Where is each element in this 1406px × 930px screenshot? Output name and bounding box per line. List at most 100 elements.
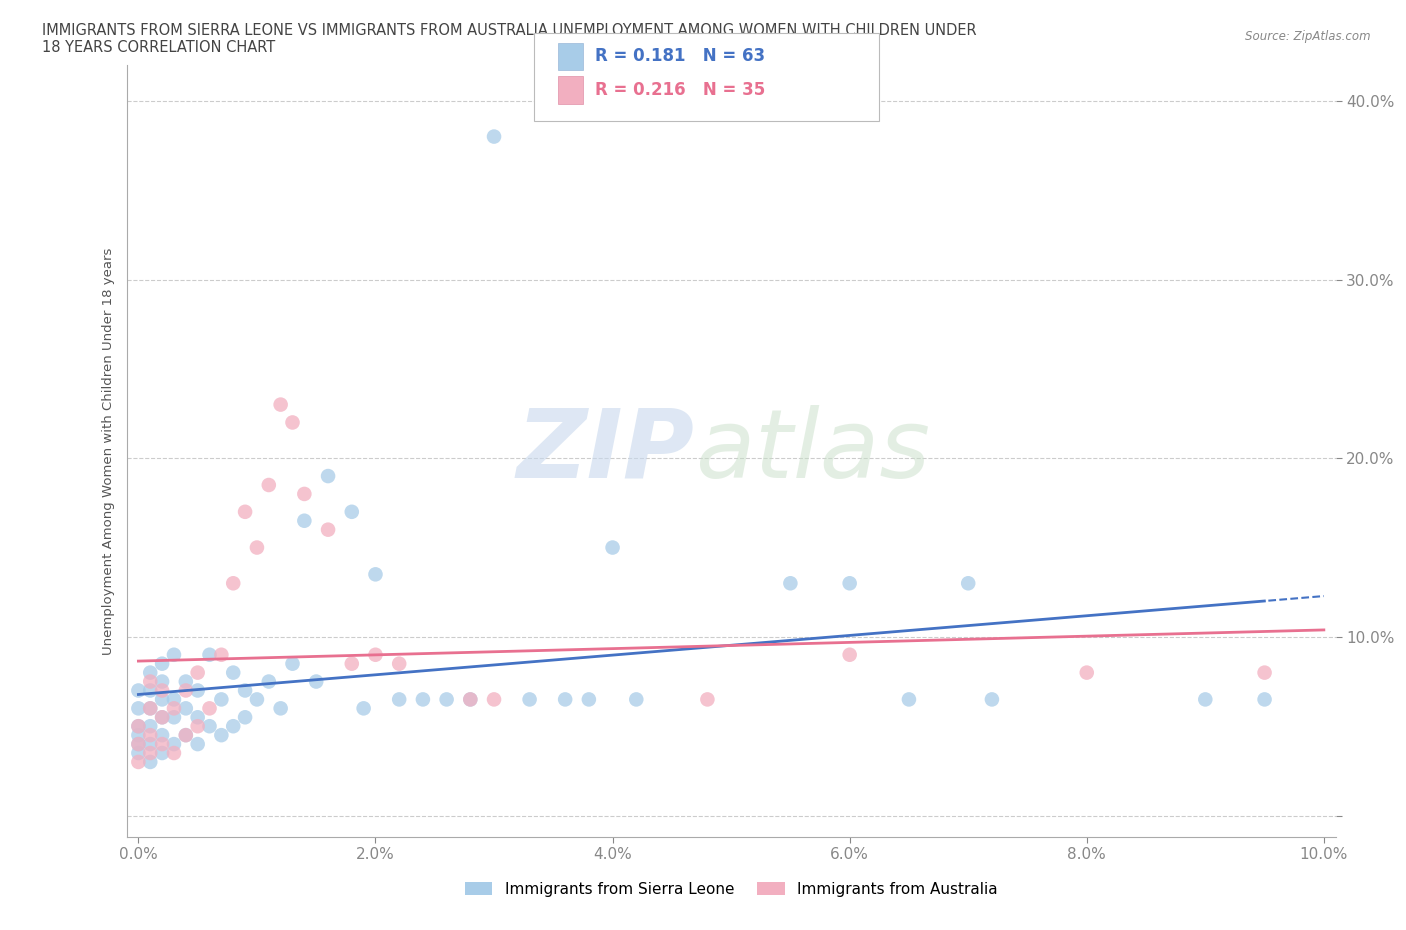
Point: [554, 692, 576, 707]
Point: [316, 523, 339, 538]
Point: [198, 647, 221, 662]
Point: [187, 665, 209, 680]
Point: [139, 701, 162, 716]
Point: [174, 683, 197, 698]
Point: [305, 674, 328, 689]
Point: [233, 504, 256, 519]
Text: ZIP: ZIP: [517, 405, 695, 498]
Point: [163, 701, 186, 716]
Point: [150, 657, 173, 671]
Point: [838, 576, 860, 591]
Point: [127, 719, 149, 734]
Text: atlas: atlas: [695, 405, 929, 498]
Point: [209, 727, 232, 742]
Point: [482, 692, 505, 707]
Point: [150, 737, 173, 751]
Point: [340, 504, 363, 519]
Point: [127, 754, 149, 769]
Point: [163, 737, 186, 751]
Point: [127, 719, 149, 734]
Point: [150, 674, 173, 689]
Point: [779, 576, 801, 591]
Point: [209, 647, 232, 662]
Point: [127, 727, 149, 742]
Point: [163, 710, 186, 724]
Point: [150, 710, 173, 724]
Point: [187, 710, 209, 724]
Point: [316, 469, 339, 484]
Text: IMMIGRANTS FROM SIERRA LEONE VS IMMIGRANTS FROM AUSTRALIA UNEMPLOYMENT AMONG WOM: IMMIGRANTS FROM SIERRA LEONE VS IMMIGRAN…: [42, 23, 977, 38]
Point: [460, 692, 482, 707]
Point: [270, 397, 292, 412]
Y-axis label: Unemployment Among Women with Children Under 18 years: Unemployment Among Women with Children U…: [103, 247, 115, 655]
Point: [602, 540, 624, 555]
Point: [281, 657, 304, 671]
Point: [460, 692, 482, 707]
Point: [578, 692, 600, 707]
Point: [150, 727, 173, 742]
Text: R = 0.181   N = 63: R = 0.181 N = 63: [595, 47, 765, 65]
Point: [388, 657, 411, 671]
Point: [174, 727, 197, 742]
Point: [139, 701, 162, 716]
Point: [246, 692, 269, 707]
Text: R = 0.216   N = 35: R = 0.216 N = 35: [595, 82, 765, 100]
Point: [187, 683, 209, 698]
Point: [246, 540, 269, 555]
Point: [364, 647, 387, 662]
Point: [139, 719, 162, 734]
Point: [412, 692, 434, 707]
Point: [150, 683, 173, 698]
Point: [980, 692, 1002, 707]
Point: [198, 701, 221, 716]
Text: 18 YEARS CORRELATION CHART: 18 YEARS CORRELATION CHART: [42, 40, 276, 55]
Point: [281, 415, 304, 430]
Point: [139, 754, 162, 769]
Point: [187, 719, 209, 734]
Point: [696, 692, 718, 707]
Point: [292, 486, 315, 501]
Point: [1076, 665, 1098, 680]
Point: [233, 710, 256, 724]
Point: [187, 737, 209, 751]
Point: [150, 692, 173, 707]
Point: [163, 692, 186, 707]
Point: [139, 665, 162, 680]
Point: [1253, 665, 1275, 680]
Point: [957, 576, 980, 591]
Point: [353, 701, 375, 716]
Point: [222, 576, 245, 591]
Point: [257, 674, 280, 689]
Point: [174, 674, 197, 689]
Point: [519, 692, 541, 707]
Point: [139, 727, 162, 742]
Point: [1194, 692, 1216, 707]
Point: [626, 692, 648, 707]
Point: [139, 674, 162, 689]
Point: [139, 737, 162, 751]
Point: [340, 657, 363, 671]
Point: [222, 719, 245, 734]
Point: [388, 692, 411, 707]
Text: Source: ZipAtlas.com: Source: ZipAtlas.com: [1246, 30, 1371, 43]
Point: [1253, 692, 1275, 707]
Point: [233, 683, 256, 698]
Point: [150, 746, 173, 761]
Point: [127, 683, 149, 698]
Point: [163, 647, 186, 662]
Legend: Immigrants from Sierra Leone, Immigrants from Australia: Immigrants from Sierra Leone, Immigrants…: [458, 875, 1004, 903]
Point: [139, 746, 162, 761]
Point: [127, 701, 149, 716]
Point: [174, 727, 197, 742]
Point: [257, 478, 280, 493]
Point: [897, 692, 920, 707]
Point: [838, 647, 860, 662]
Point: [209, 692, 232, 707]
Point: [127, 737, 149, 751]
Point: [198, 719, 221, 734]
Point: [163, 746, 186, 761]
Point: [150, 710, 173, 724]
Point: [222, 665, 245, 680]
Point: [270, 701, 292, 716]
Point: [436, 692, 458, 707]
